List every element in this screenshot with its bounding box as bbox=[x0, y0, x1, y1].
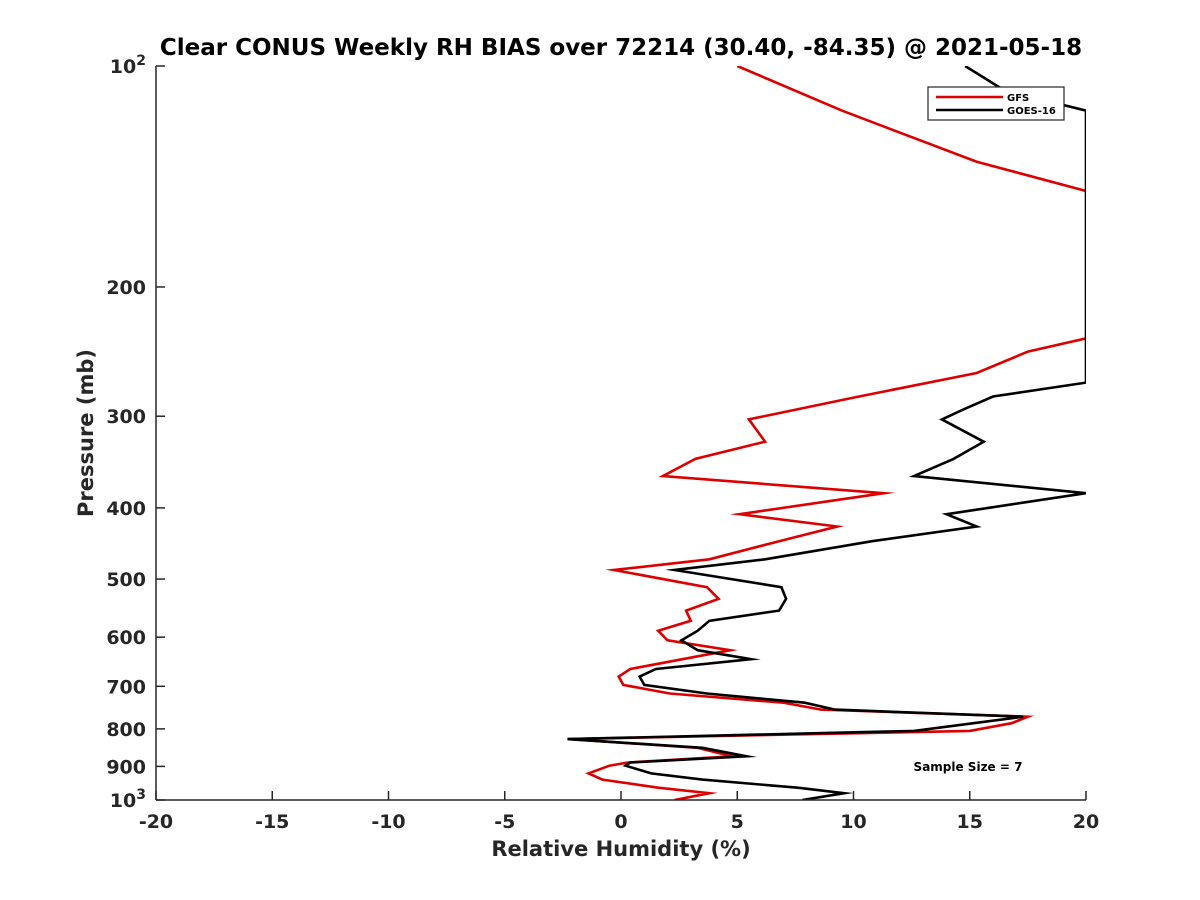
y-tick-label: 600 bbox=[106, 627, 146, 649]
x-tick-label: -10 bbox=[371, 811, 405, 833]
y-tick-label: 900 bbox=[106, 756, 146, 778]
y-axis-label: Pressure (mb) bbox=[74, 349, 98, 517]
y-tick-label: 300 bbox=[106, 406, 146, 428]
x-tick-label: 0 bbox=[614, 811, 627, 833]
x-tick-label: 10 bbox=[840, 811, 866, 833]
legend: GFS GOES-16 bbox=[927, 86, 1065, 121]
legend-label-goes16: GOES-16 bbox=[1007, 106, 1056, 117]
series-layer bbox=[567, 66, 1086, 800]
x-tick-label: -5 bbox=[494, 811, 515, 833]
chart-title: Clear CONUS Weekly RH BIAS over 72214 (3… bbox=[160, 35, 1082, 61]
x-axis-label: Relative Humidity (%) bbox=[491, 837, 750, 861]
sample-size-annotation: Sample Size = 7 bbox=[914, 760, 1023, 774]
series-line-goes16 bbox=[567, 66, 1086, 800]
x-tick-label: 5 bbox=[731, 811, 744, 833]
x-tick-label: 15 bbox=[957, 811, 983, 833]
y-tick-label: 103 bbox=[110, 787, 146, 812]
x-axis-ticks: -20 -15 -10 -5 0 5 10 15 20 bbox=[139, 791, 1099, 833]
y-tick-label: 102 bbox=[110, 53, 146, 78]
y-tick-label: 800 bbox=[106, 719, 146, 741]
y-tick-label: 700 bbox=[106, 676, 146, 698]
y-axis-ticks: 102 200 300 400 500 600 700 800 900 103 bbox=[106, 53, 165, 812]
series-line-gfs bbox=[567, 66, 1086, 800]
legend-label-gfs: GFS bbox=[1007, 93, 1029, 104]
x-tick-label: -15 bbox=[255, 811, 289, 833]
y-tick-label: 500 bbox=[106, 569, 146, 591]
y-tick-label: 400 bbox=[106, 498, 146, 520]
y-tick-label: 200 bbox=[106, 277, 146, 299]
legend-box bbox=[927, 86, 1065, 121]
x-tick-label: 20 bbox=[1073, 811, 1099, 833]
x-tick-label: -20 bbox=[139, 811, 173, 833]
